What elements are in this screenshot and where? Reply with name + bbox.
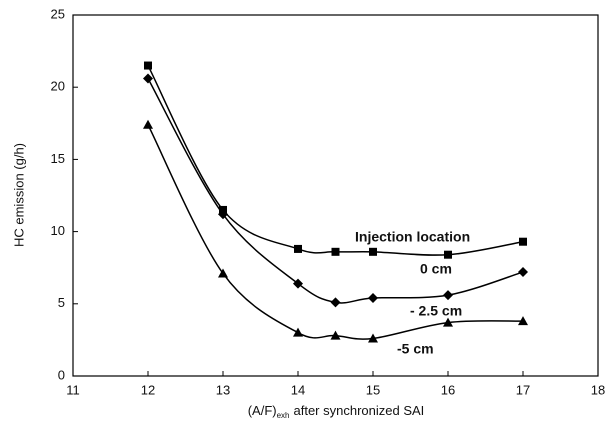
- x-axis-label: (A/F)exh after synchronized SAI: [248, 403, 425, 420]
- marker: [330, 330, 341, 340]
- y-tick-label: 10: [51, 223, 65, 238]
- marker: [144, 61, 152, 70]
- y-axis-label: HC emission (g/h): [11, 143, 26, 247]
- x-label-sub: exh: [277, 411, 290, 420]
- x-tick-label: 17: [516, 382, 530, 397]
- marker: [444, 250, 452, 259]
- marker: [143, 119, 153, 129]
- series-line: [147, 65, 524, 256]
- x-label-main: (A/F): [248, 403, 277, 418]
- y-tick-label: 25: [51, 6, 65, 21]
- x-tick-label: 12: [141, 382, 155, 397]
- marker: [518, 316, 528, 326]
- marker: [143, 73, 153, 84]
- x-label-rest: after synchronized SAI: [294, 403, 425, 418]
- marker: [218, 268, 228, 278]
- y-tick-label: 15: [51, 151, 65, 166]
- x-tick-label: 14: [291, 382, 305, 397]
- annotation: Injection location: [355, 229, 470, 245]
- x-tick-label: 18: [591, 382, 605, 397]
- marker: [518, 267, 528, 278]
- marker: [443, 290, 453, 301]
- marker: [443, 317, 453, 327]
- y-tick-label: 20: [51, 79, 65, 94]
- marker: [368, 333, 378, 343]
- marker: [218, 209, 228, 220]
- marker: [293, 278, 303, 289]
- marker: [331, 247, 340, 256]
- marker: [330, 297, 341, 308]
- series-label: - 2.5 cm: [410, 303, 462, 319]
- plot-frame: [72, 14, 599, 377]
- series-label: -5 cm: [397, 341, 434, 357]
- y-tick-label: 5: [58, 295, 65, 310]
- x-tick-label: 11: [66, 382, 80, 397]
- marker: [368, 293, 378, 304]
- marker: [369, 247, 377, 256]
- x-tick-label: 16: [441, 382, 455, 397]
- x-tick-label: 15: [366, 382, 380, 397]
- series-label: 0 cm: [420, 261, 452, 277]
- marker: [519, 237, 527, 246]
- marker: [293, 327, 303, 337]
- y-tick-label: 0: [58, 367, 65, 382]
- series-line: [147, 78, 524, 304]
- marker: [294, 244, 302, 253]
- x-tick-label: 13: [216, 382, 230, 397]
